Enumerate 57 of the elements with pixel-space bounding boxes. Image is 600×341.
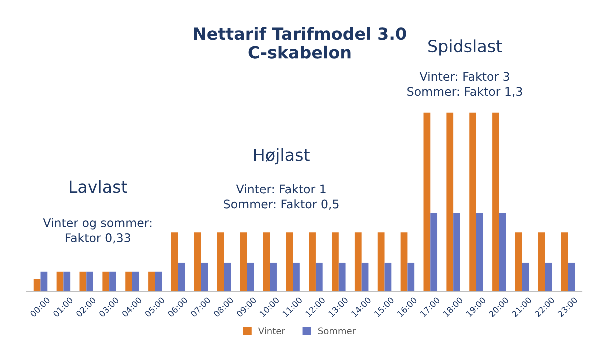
annotation: Lavlast bbox=[70, 180, 128, 194]
bar bbox=[470, 112, 477, 292]
bar bbox=[454, 212, 460, 292]
bar bbox=[408, 262, 415, 292]
chart-title: Nettarif Tarifmodel 3.0 C-skabelon bbox=[194, 27, 406, 59]
bar bbox=[194, 232, 202, 292]
bar bbox=[224, 262, 232, 292]
bar bbox=[424, 112, 431, 292]
bar bbox=[515, 232, 522, 292]
legend-label: Sommer bbox=[318, 328, 356, 335]
bar bbox=[34, 279, 41, 292]
bar bbox=[378, 232, 385, 292]
text: Vinter: Faktor 3 Sommer: Faktor 1,3 bbox=[408, 72, 522, 98]
legend-label: Vinter bbox=[258, 328, 286, 335]
bar bbox=[132, 272, 140, 292]
bar bbox=[247, 262, 254, 292]
bar bbox=[148, 272, 156, 292]
bar bbox=[240, 232, 248, 292]
bar bbox=[400, 232, 408, 292]
bar bbox=[126, 272, 132, 292]
bar bbox=[522, 262, 530, 292]
bar bbox=[270, 262, 277, 292]
bar bbox=[332, 232, 339, 292]
bar bbox=[430, 212, 438, 292]
bar bbox=[293, 262, 300, 292]
bar bbox=[80, 272, 87, 292]
bar bbox=[384, 262, 392, 292]
bar bbox=[362, 262, 369, 292]
bar bbox=[338, 262, 346, 292]
bar bbox=[178, 262, 186, 292]
bar bbox=[86, 272, 94, 292]
bar bbox=[568, 262, 576, 292]
bar bbox=[286, 232, 294, 292]
bar bbox=[110, 272, 116, 292]
annotation: Vinter: Faktor 1 Sommer: Faktor 0,5 bbox=[224, 184, 339, 210]
bar bbox=[354, 232, 362, 292]
bar bbox=[476, 212, 484, 292]
annotation: Højlast bbox=[254, 148, 310, 165]
bar bbox=[499, 212, 506, 292]
bar bbox=[316, 262, 323, 292]
bar bbox=[263, 232, 270, 292]
annotation: Vinter og sommer: Faktor 0,33 bbox=[43, 218, 152, 244]
bar bbox=[155, 272, 162, 292]
bar bbox=[217, 232, 224, 292]
text: Spidslast bbox=[428, 40, 502, 56]
bar bbox=[561, 232, 568, 292]
bar bbox=[492, 112, 500, 292]
bar bbox=[309, 232, 316, 292]
bar bbox=[538, 232, 546, 292]
bar bbox=[201, 262, 208, 292]
bar bbox=[102, 272, 110, 292]
bar bbox=[171, 232, 178, 292]
bar bbox=[40, 272, 48, 292]
bar bbox=[64, 272, 71, 292]
bar bbox=[545, 262, 552, 292]
bar bbox=[56, 272, 64, 292]
bar bbox=[446, 112, 454, 292]
